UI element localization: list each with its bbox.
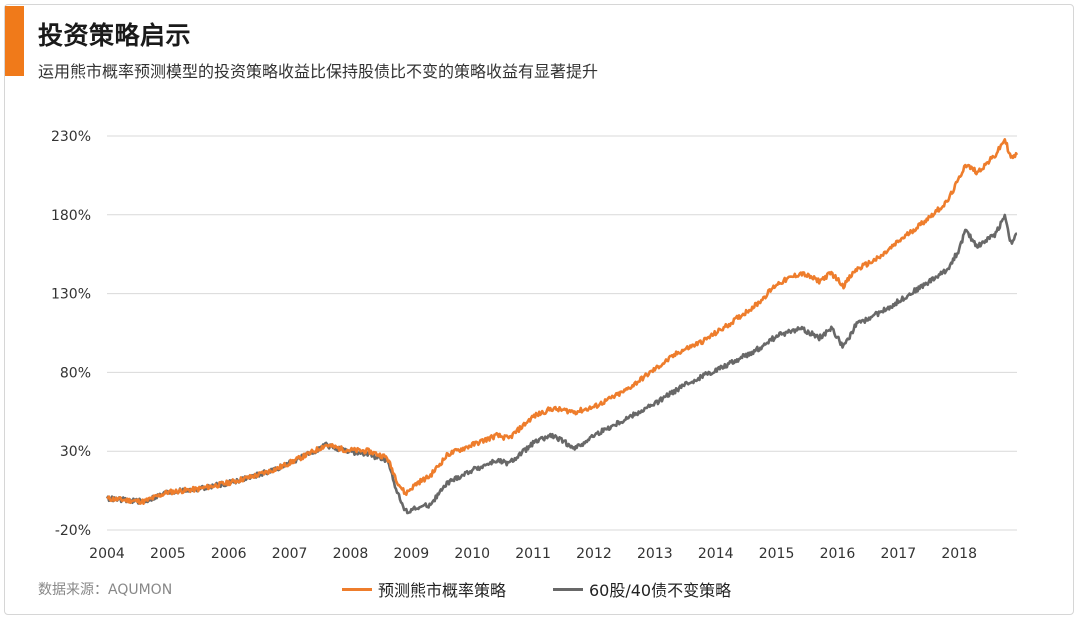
legend-label-orange: 预测熊市概率策略 xyxy=(378,581,507,600)
y-tick-label: 130% xyxy=(51,287,91,303)
x-tick-label: 2005 xyxy=(150,546,186,562)
x-tick-label: 2006 xyxy=(211,546,247,562)
x-tick-label: 2004 xyxy=(89,546,125,562)
x-tick-label: 2009 xyxy=(394,546,430,562)
y-tick-label: 80% xyxy=(60,365,91,381)
x-tick-label: 2008 xyxy=(333,546,369,562)
x-tick-label: 2012 xyxy=(576,546,612,562)
legend-item-gray: 60股/40债不变策略 xyxy=(553,577,731,601)
chart-card xyxy=(4,4,1074,615)
x-tick-label: 2016 xyxy=(820,546,856,562)
y-tick-label: 230% xyxy=(51,129,91,145)
y-tick-label: 30% xyxy=(60,444,91,460)
series-line-gray xyxy=(105,213,1018,515)
legend-swatch-gray xyxy=(553,587,583,591)
x-tick-label: 2011 xyxy=(515,546,551,562)
series-line-orange xyxy=(106,138,1019,505)
legend-label-gray: 60股/40债不变策略 xyxy=(589,581,732,600)
page-title: 投资策略启示 xyxy=(38,21,192,50)
data-source-note: 数据来源：AQUMON xyxy=(38,582,173,598)
page-subtitle: 运用熊市概率预测模型的投资策略收益比保持股债比不变的策略收益有显著提升 xyxy=(38,62,599,81)
x-tick-label: 2013 xyxy=(637,546,673,562)
y-tick-label: 180% xyxy=(51,208,91,224)
x-tick-label: 2017 xyxy=(880,546,916,562)
x-tick-label: 2014 xyxy=(698,546,734,562)
x-tick-label: 2007 xyxy=(272,546,308,562)
legend-item-orange: 预测熊市概率策略 xyxy=(342,577,506,601)
x-tick-label: 2018 xyxy=(941,546,977,562)
legend-swatch-orange xyxy=(342,587,372,591)
x-tick-label: 2015 xyxy=(759,546,795,562)
y-tick-label: -20% xyxy=(55,523,91,539)
x-tick-label: 2010 xyxy=(454,546,490,562)
title-accent-bar xyxy=(5,6,24,76)
